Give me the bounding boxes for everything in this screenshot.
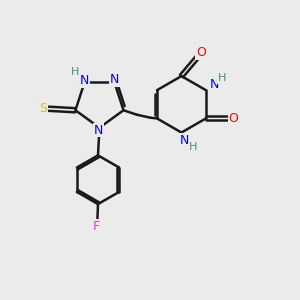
Text: H: H [189,142,197,152]
Text: N: N [110,73,120,86]
Text: F: F [93,220,100,232]
Text: H: H [71,67,79,76]
Text: N: N [94,124,104,136]
Text: H: H [218,73,226,83]
Text: N: N [79,74,89,87]
Text: N: N [209,78,219,91]
Text: N: N [180,134,189,147]
Text: O: O [196,46,206,59]
Text: O: O [229,112,238,125]
Text: S: S [39,102,47,115]
